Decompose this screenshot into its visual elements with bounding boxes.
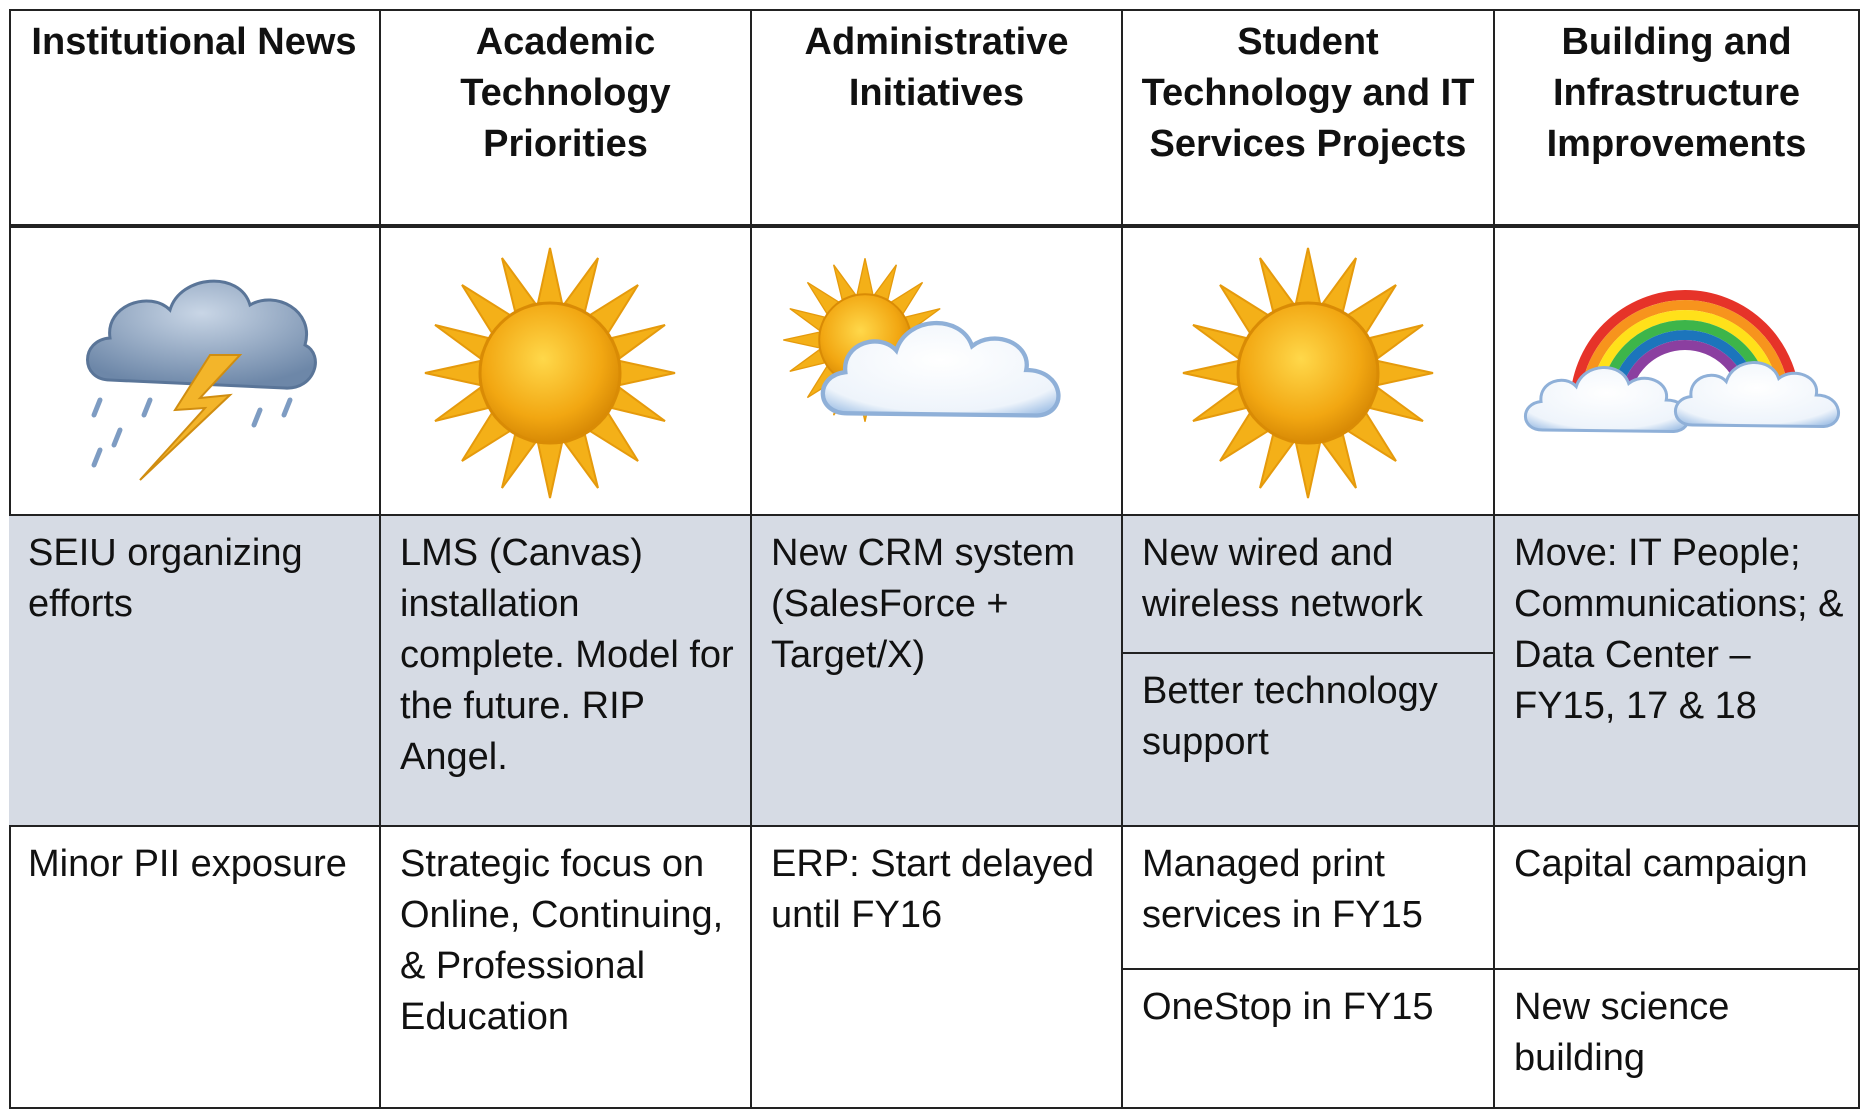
icon-cell <box>1495 228 1860 516</box>
table-cell: Strategic focus on Online, Continuing, &… <box>381 827 752 1109</box>
column-header: Institutional News <box>9 9 381 228</box>
column-header: Student Technology and IT Services Proje… <box>1123 9 1495 228</box>
column-header: Administrative Initiatives <box>752 9 1123 228</box>
table-cell: ERP: Start delayed until FY16 <box>752 827 1123 1109</box>
icon-cell <box>752 228 1123 516</box>
table-cell: New science building <box>1495 970 1860 1109</box>
table-cell: OneStop in FY15 <box>1123 970 1495 1109</box>
partly-sunny-icon <box>782 257 1080 423</box>
storm-icon <box>86 279 317 481</box>
table-cell: New wired and wireless network <box>1123 516 1495 654</box>
column-header: Building and Infrastructure Improvements <box>1495 9 1860 228</box>
table-cell: SEIU organizing efforts <box>9 516 381 827</box>
table-cell: Move: IT People; Communications; & Data … <box>1495 516 1860 827</box>
sun-icon <box>1181 246 1435 500</box>
table-cell: LMS (Canvas) installation complete. Mode… <box>381 516 752 827</box>
table-cell: Better technology support <box>1123 654 1495 827</box>
icon-cell <box>1123 228 1495 516</box>
sun-icon <box>423 246 677 500</box>
rainbow-icon <box>1523 290 1841 433</box>
column-header: Academic Technology Priorities <box>381 9 752 228</box>
table-cell: Managed print services in FY15 <box>1123 827 1495 970</box>
icon-cell <box>9 228 381 516</box>
table-cell: Capital campaign <box>1495 827 1860 970</box>
table-cell: New CRM system (SalesForce + Target/X) <box>752 516 1123 827</box>
table-cell: Minor PII exposure <box>9 827 381 1109</box>
icon-cell <box>381 228 752 516</box>
